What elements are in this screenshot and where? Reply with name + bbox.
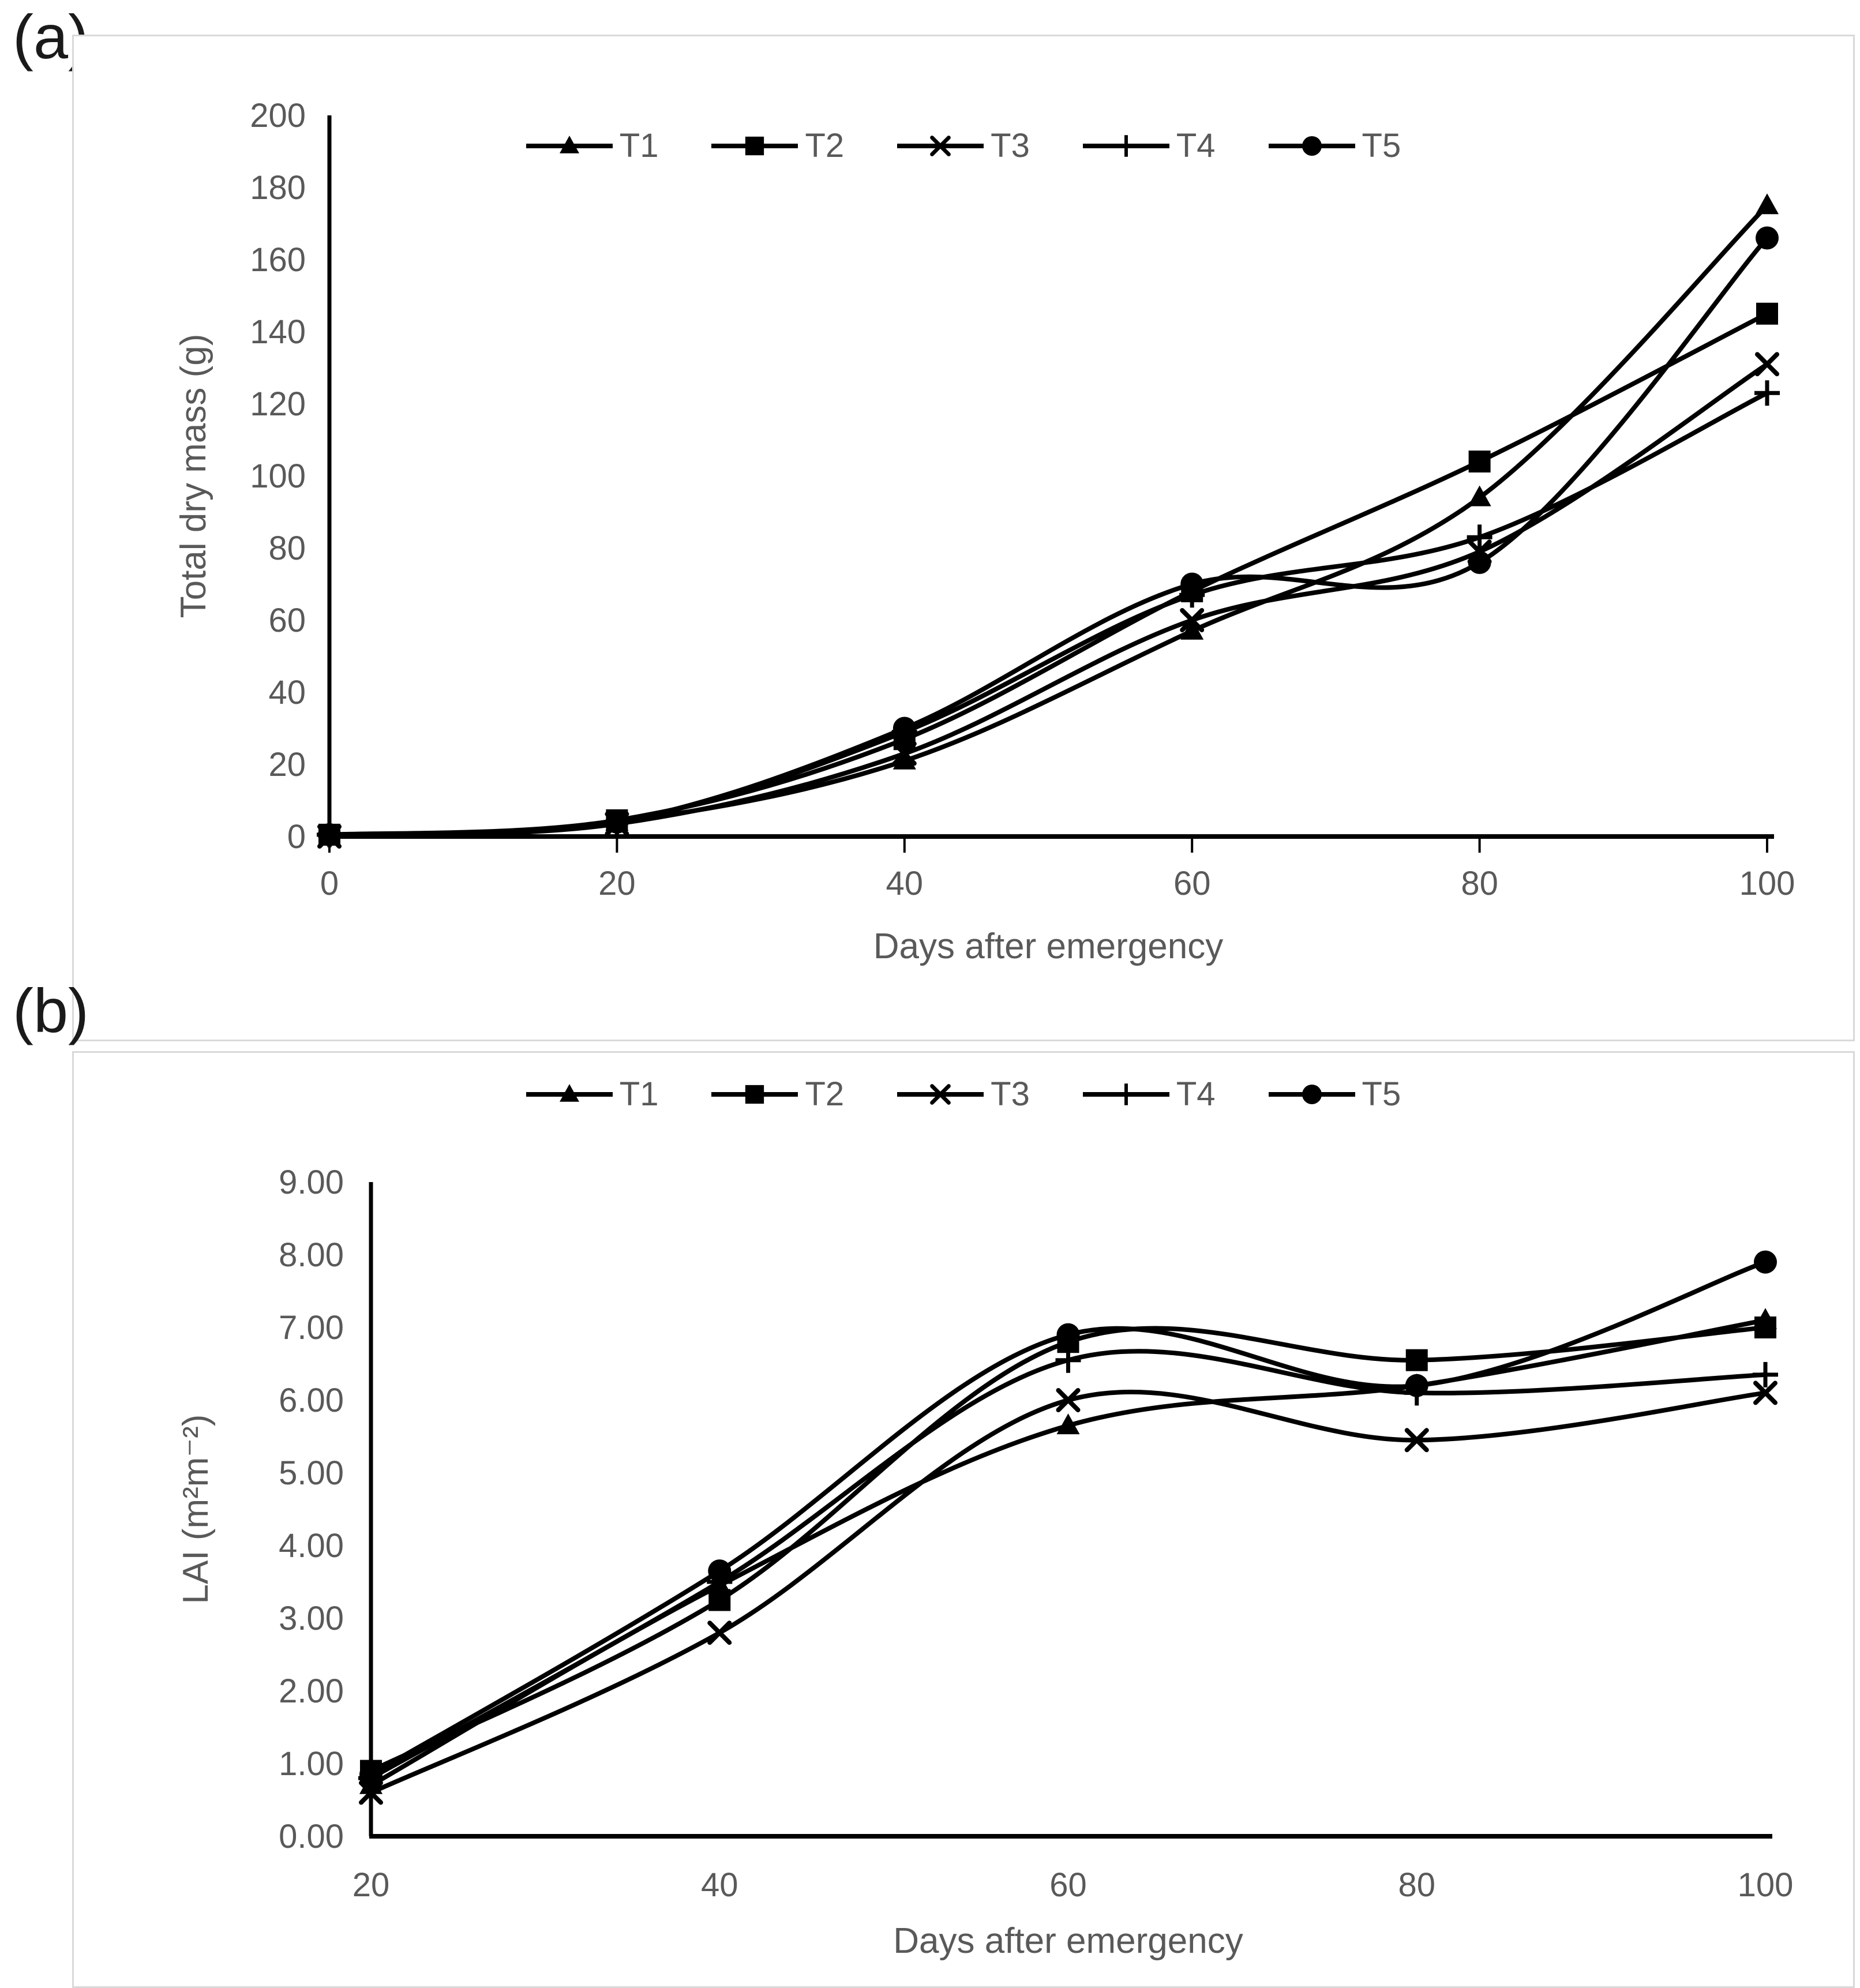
- series-T4-marker-plus-icon: [1467, 524, 1492, 550]
- series-T4-marker-plus-icon: [1754, 380, 1780, 406]
- series-T1-line: [329, 204, 1769, 839]
- y-tick-label: 2.00: [279, 1672, 344, 1710]
- series-T5-line: [329, 236, 1769, 837]
- series-T2-marker-square-icon: [1405, 1349, 1428, 1371]
- y-tick-label: 7.00: [279, 1309, 344, 1346]
- x-tick-label: 100: [1738, 1866, 1794, 1904]
- series-T3-marker-x-icon: [1180, 608, 1205, 632]
- x-tick-label: 40: [701, 1866, 738, 1904]
- series-T5-marker-circle-icon: [1180, 572, 1204, 596]
- series-T2-marker-square-icon: [1468, 451, 1491, 472]
- series-T4-line: [370, 1349, 1766, 1780]
- series-T4-marker-plus-icon: [1055, 1347, 1081, 1373]
- series-T1-marker-triangle-icon: [1180, 618, 1204, 640]
- series-T5-marker-circle-icon: [318, 823, 341, 846]
- series-T5-marker-circle-icon: [605, 811, 629, 834]
- y-tick-label: 180: [250, 169, 306, 207]
- series-T4-line: [329, 391, 1768, 837]
- series-T1-marker-triangle-icon: [892, 748, 916, 770]
- x-tick-label: 60: [1173, 865, 1211, 902]
- series-T5-marker-circle-icon: [359, 1762, 382, 1786]
- series-T3-marker-x-icon: [1056, 1388, 1081, 1412]
- series-T2-line: [329, 312, 1768, 837]
- y-tick-label: 0.00: [279, 1818, 344, 1855]
- series-T5-marker-circle-icon: [1754, 1250, 1777, 1274]
- series-T1-marker-triangle-icon: [1056, 1413, 1080, 1435]
- series-T1-marker-triangle-icon: [1468, 485, 1491, 507]
- y-tick-label: 140: [250, 313, 306, 351]
- chart-b-box: T1 T2 T3 T4 T5 0.00 1.00 2.00 3.00 4.00 5.00 6.00 7…: [72, 1051, 1855, 1988]
- y-tick-label: 3.00: [279, 1600, 344, 1637]
- y-tick-label: 40: [268, 674, 306, 711]
- y-tick-label: 9.00: [279, 1164, 344, 1201]
- series-T1-marker-triangle-icon: [1756, 193, 1779, 215]
- y-tick-label: 200: [250, 97, 306, 134]
- series-T5-marker-circle-icon: [1756, 226, 1779, 250]
- series-T3-marker-x-icon: [892, 741, 917, 766]
- series-T5-marker-circle-icon: [708, 1559, 732, 1583]
- x-tick-label: 100: [1739, 865, 1795, 902]
- series-T3-marker-x-icon: [1755, 352, 1779, 377]
- series-T5-marker-circle-icon: [1405, 1374, 1428, 1397]
- series-T3-marker-x-icon: [1753, 1381, 1777, 1405]
- series-T3-marker-x-icon: [707, 1621, 732, 1645]
- y-tick-label: 6.00: [279, 1382, 344, 1419]
- x-tick-label: 20: [352, 1866, 390, 1904]
- y-tick-label: 0: [287, 818, 306, 856]
- x-tick-label: 0: [320, 865, 339, 902]
- series-T5-marker-circle-icon: [892, 717, 916, 740]
- series-T5-marker-circle-icon: [1468, 551, 1491, 574]
- series-T5-marker-circle-icon: [1056, 1323, 1080, 1346]
- x-tick-label: 20: [598, 865, 636, 902]
- y-tick-label: 8.00: [279, 1236, 344, 1274]
- x-axis-title: Days after emergency: [873, 927, 1223, 966]
- chart-a-plot: 0 20 40 60 80 100 120 140 160 180 200 0 20 40 60 80 100 D…: [174, 97, 1795, 966]
- y-tick-label: 100: [250, 457, 306, 495]
- y-axis-title: LAI (m²m⁻²): [176, 1415, 216, 1604]
- y-tick-label: 60: [268, 602, 306, 639]
- y-tick-label: 80: [268, 530, 306, 567]
- y-tick-label: 4.00: [279, 1527, 344, 1565]
- x-tick-label: 80: [1461, 865, 1498, 902]
- series-T3-marker-x-icon: [359, 1780, 383, 1805]
- x-tick-label: 40: [886, 865, 924, 902]
- y-axis-title: Total dry mass (g): [174, 334, 213, 618]
- series-T2-marker-square-icon: [1756, 302, 1778, 325]
- y-tick-label: 5.00: [279, 1454, 344, 1492]
- chart-b-plot: 0.00 1.00 2.00 3.00 4.00 5.00 6.00 7.00 8.00 9.00…: [176, 1164, 1794, 1961]
- series-T3-line: [370, 1389, 1766, 1795]
- y-tick-label: 120: [250, 385, 306, 423]
- y-tick-label: 20: [268, 746, 306, 783]
- x-tick-label: 60: [1049, 1866, 1087, 1904]
- panel-label-b: (b): [13, 976, 89, 1045]
- series-T4-marker-plus-icon: [1753, 1361, 1778, 1387]
- y-tick-label: 1.00: [279, 1745, 344, 1783]
- series-T2-marker-square-icon: [1754, 1316, 1776, 1338]
- x-tick-label: 80: [1398, 1866, 1435, 1904]
- x-axis-title: Days after emergency: [893, 1921, 1243, 1961]
- y-tick-label: 160: [250, 241, 306, 279]
- series-T3-marker-x-icon: [1404, 1428, 1429, 1453]
- chart-a-box: T1 T2 T3 T4 T5 0 20 40 60 80 100 120 140 160 180 200 0 2…: [72, 35, 1855, 1041]
